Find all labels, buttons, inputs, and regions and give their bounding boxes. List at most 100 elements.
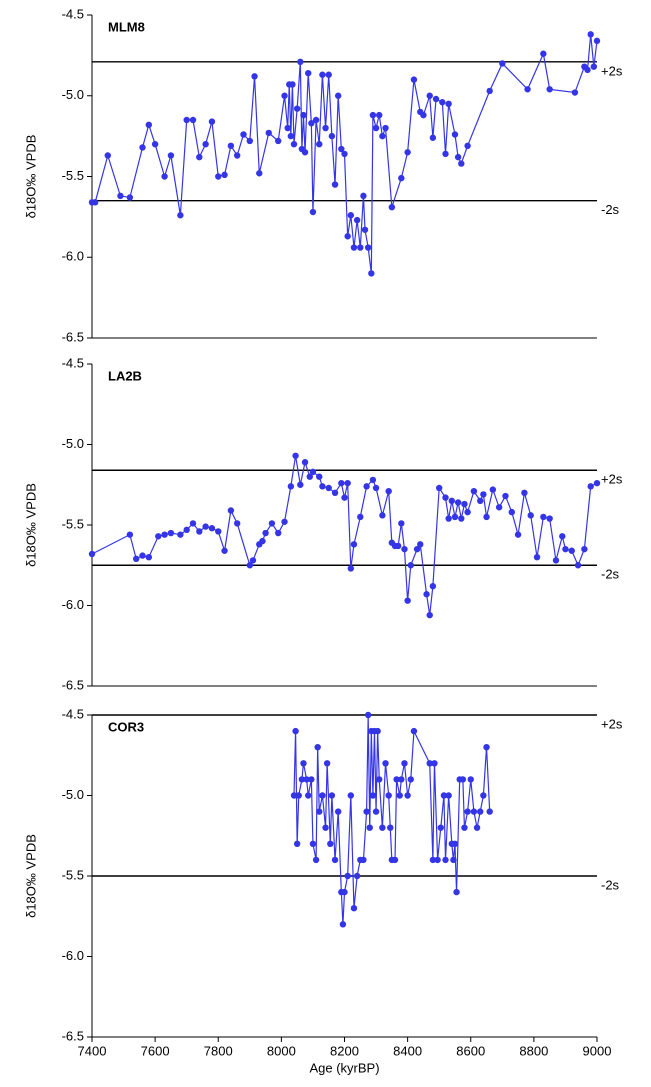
y-tick-label: -6.5: [62, 677, 84, 692]
y-tick-label: -6.0: [62, 249, 84, 264]
data-point: [350, 244, 358, 251]
data-point: [290, 792, 298, 799]
data-point: [404, 792, 411, 799]
data-point: [292, 727, 299, 735]
y-tick-label: -5.5: [62, 168, 84, 183]
data-point: [396, 792, 403, 799]
data-point: [91, 199, 99, 206]
data-point: [281, 92, 288, 99]
data-point: [297, 58, 304, 66]
data-point: [393, 776, 400, 783]
data-point: [350, 905, 358, 912]
data-point: [88, 550, 96, 558]
data-point: [404, 149, 411, 156]
y-tick-label: -6.5: [62, 1028, 84, 1043]
data-point: [287, 132, 295, 140]
data-point: [391, 856, 399, 864]
data-point: [429, 582, 437, 590]
data-point: [379, 132, 386, 140]
data-point: [183, 116, 190, 124]
data-point: [467, 776, 474, 783]
data-point: [398, 520, 405, 527]
data-point: [360, 856, 367, 864]
data-point: [407, 562, 414, 569]
data-point: [126, 531, 134, 538]
data-point: [331, 856, 339, 864]
y-tick-label: -4.5: [62, 355, 84, 370]
data-point: [322, 124, 329, 132]
data-point: [319, 71, 326, 78]
data-point: [347, 792, 355, 799]
data-point: [316, 473, 323, 480]
data-point: [398, 776, 405, 783]
y-tick-label: -5.5: [62, 516, 84, 531]
data-point: [189, 520, 197, 527]
data-point: [404, 597, 411, 604]
data-point: [454, 153, 462, 161]
data-point: [483, 513, 490, 521]
data-point: [292, 452, 299, 459]
data-point: [369, 476, 377, 484]
data-point: [290, 141, 298, 148]
data-point: [298, 776, 306, 783]
data-point: [293, 840, 301, 847]
data-point: [420, 111, 427, 119]
data-point: [183, 526, 190, 534]
data-point: [281, 518, 288, 525]
data-point: [308, 120, 315, 127]
data-point: [387, 824, 394, 831]
reference-label: +2s: [601, 472, 623, 487]
data-point: [464, 508, 471, 516]
data-point: [480, 792, 487, 799]
data-point: [334, 808, 342, 815]
data-point: [347, 212, 355, 219]
data-point: [308, 776, 315, 783]
data-point: [435, 484, 443, 492]
data-point: [461, 824, 468, 831]
data-point: [445, 515, 452, 522]
x-tick-label: 8600: [456, 1043, 485, 1058]
data-point: [161, 173, 168, 180]
data-point: [486, 808, 493, 815]
data-point: [540, 513, 547, 521]
data-point: [341, 888, 348, 896]
data-point: [177, 212, 184, 219]
data-point: [379, 512, 386, 519]
data-point: [450, 856, 457, 864]
data-point: [385, 792, 392, 799]
data-point: [458, 160, 465, 167]
data-point: [540, 50, 547, 57]
data-point: [357, 513, 364, 521]
data-point: [426, 92, 433, 99]
data-point: [221, 171, 228, 179]
data-point: [287, 483, 295, 490]
data-point: [312, 116, 320, 124]
data-point: [328, 792, 336, 799]
data-point: [196, 528, 203, 535]
data-point: [394, 542, 402, 550]
data-point: [353, 216, 361, 224]
data-point: [215, 173, 222, 180]
data-point: [233, 520, 241, 527]
data-point: [486, 87, 493, 95]
data-point: [323, 760, 331, 767]
data-point: [275, 529, 282, 537]
data-point: [521, 489, 528, 496]
data-point: [202, 523, 209, 530]
data-point: [227, 142, 235, 150]
data-point: [132, 555, 140, 563]
data-point: [410, 727, 418, 735]
data-point: [344, 233, 351, 240]
data-point: [167, 529, 175, 537]
data-point: [439, 99, 446, 106]
data-point: [350, 541, 358, 548]
data-point: [489, 486, 497, 493]
data-point: [426, 760, 433, 767]
data-point: [309, 468, 317, 476]
data-point: [559, 533, 566, 540]
data-point: [372, 808, 380, 815]
data-point: [161, 531, 168, 538]
data-point: [369, 792, 377, 799]
data-point: [451, 513, 459, 521]
